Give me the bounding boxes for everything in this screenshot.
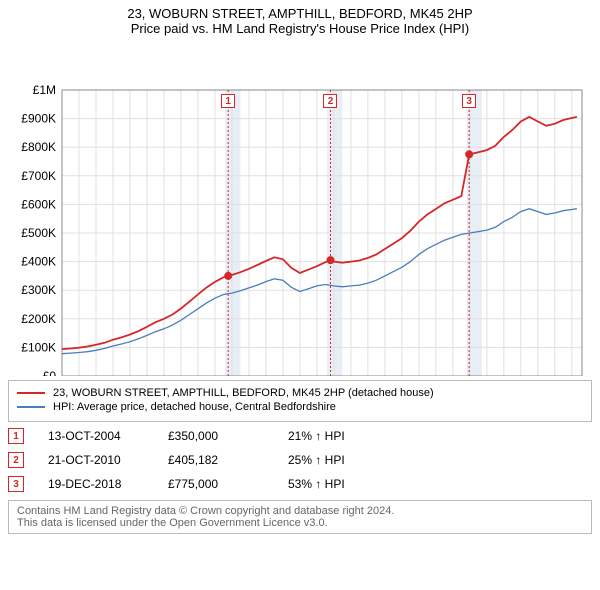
sales-row-price: £350,000 (168, 429, 288, 443)
sales-row: 1 13-OCT-2004£350,00021% ↑ HPI (8, 428, 592, 444)
y-tick-label: £200K (21, 312, 56, 326)
y-tick-label: £700K (21, 169, 56, 183)
sales-row: 2 21-OCT-2010£405,18225% ↑ HPI (8, 452, 592, 468)
title-subtitle: Price paid vs. HM Land Registry's House … (0, 21, 600, 36)
sales-table: 1 13-OCT-2004£350,00021% ↑ HPI 2 21-OCT-201… (8, 428, 592, 492)
price-chart: £0 £100K £200K £300K £400K £500K £600K £700K £80… (0, 36, 600, 376)
legend-entry: 23, WOBURN STREET, AMPTHILL, BEDFORD, MK… (17, 387, 583, 399)
sales-row-index: 3 (8, 476, 24, 492)
y-tick-label: £600K (21, 197, 56, 211)
legend-label: HPI: Average price, detached house, Cent… (53, 401, 336, 413)
y-tick-label: £300K (21, 283, 56, 297)
legend-label: 23, WOBURN STREET, AMPTHILL, BEDFORD, MK… (53, 387, 434, 399)
license-line1: Contains HM Land Registry data © Crown c… (17, 505, 583, 517)
sales-row-index: 2 (8, 452, 24, 468)
sales-row-index: 1 (8, 428, 24, 444)
sales-row-price: £405,182 (168, 453, 288, 467)
y-tick-label: £500K (21, 226, 56, 240)
sale-marker-dot (224, 272, 232, 280)
legend-swatch (17, 406, 45, 408)
sales-row: 3 19-DEC-2018£775,00053% ↑ HPI (8, 476, 592, 492)
y-tick-label: £900K (21, 112, 56, 126)
title-address: 23, WOBURN STREET, AMPTHILL, BEDFORD, MK… (0, 6, 600, 21)
chart-titles: 23, WOBURN STREET, AMPTHILL, BEDFORD, MK… (0, 0, 600, 36)
sale-marker-dot (326, 256, 334, 264)
license-line2: This data is licensed under the Open Gov… (17, 517, 583, 529)
sales-row-delta: 25% ↑ HPI (288, 453, 408, 467)
y-tick-label: £0 (43, 369, 57, 376)
sales-row-delta: 53% ↑ HPI (288, 477, 408, 491)
license-box: Contains HM Land Registry data © Crown c… (8, 500, 592, 534)
sale-marker-dot (465, 150, 473, 158)
sales-row-date: 19-DEC-2018 (48, 477, 168, 491)
y-tick-label: £400K (21, 255, 56, 269)
sales-row-price: £775,000 (168, 477, 288, 491)
y-tick-label: £800K (21, 140, 56, 154)
y-tick-label: £100K (21, 340, 56, 354)
y-tick-label: £1M (33, 83, 56, 97)
sales-row-delta: 21% ↑ HPI (288, 429, 408, 443)
sales-row-date: 21-OCT-2010 (48, 453, 168, 467)
legend-box: 23, WOBURN STREET, AMPTHILL, BEDFORD, MK… (8, 380, 592, 422)
legend-swatch (17, 392, 45, 394)
legend-entry: HPI: Average price, detached house, Cent… (17, 401, 583, 413)
sales-row-date: 13-OCT-2004 (48, 429, 168, 443)
